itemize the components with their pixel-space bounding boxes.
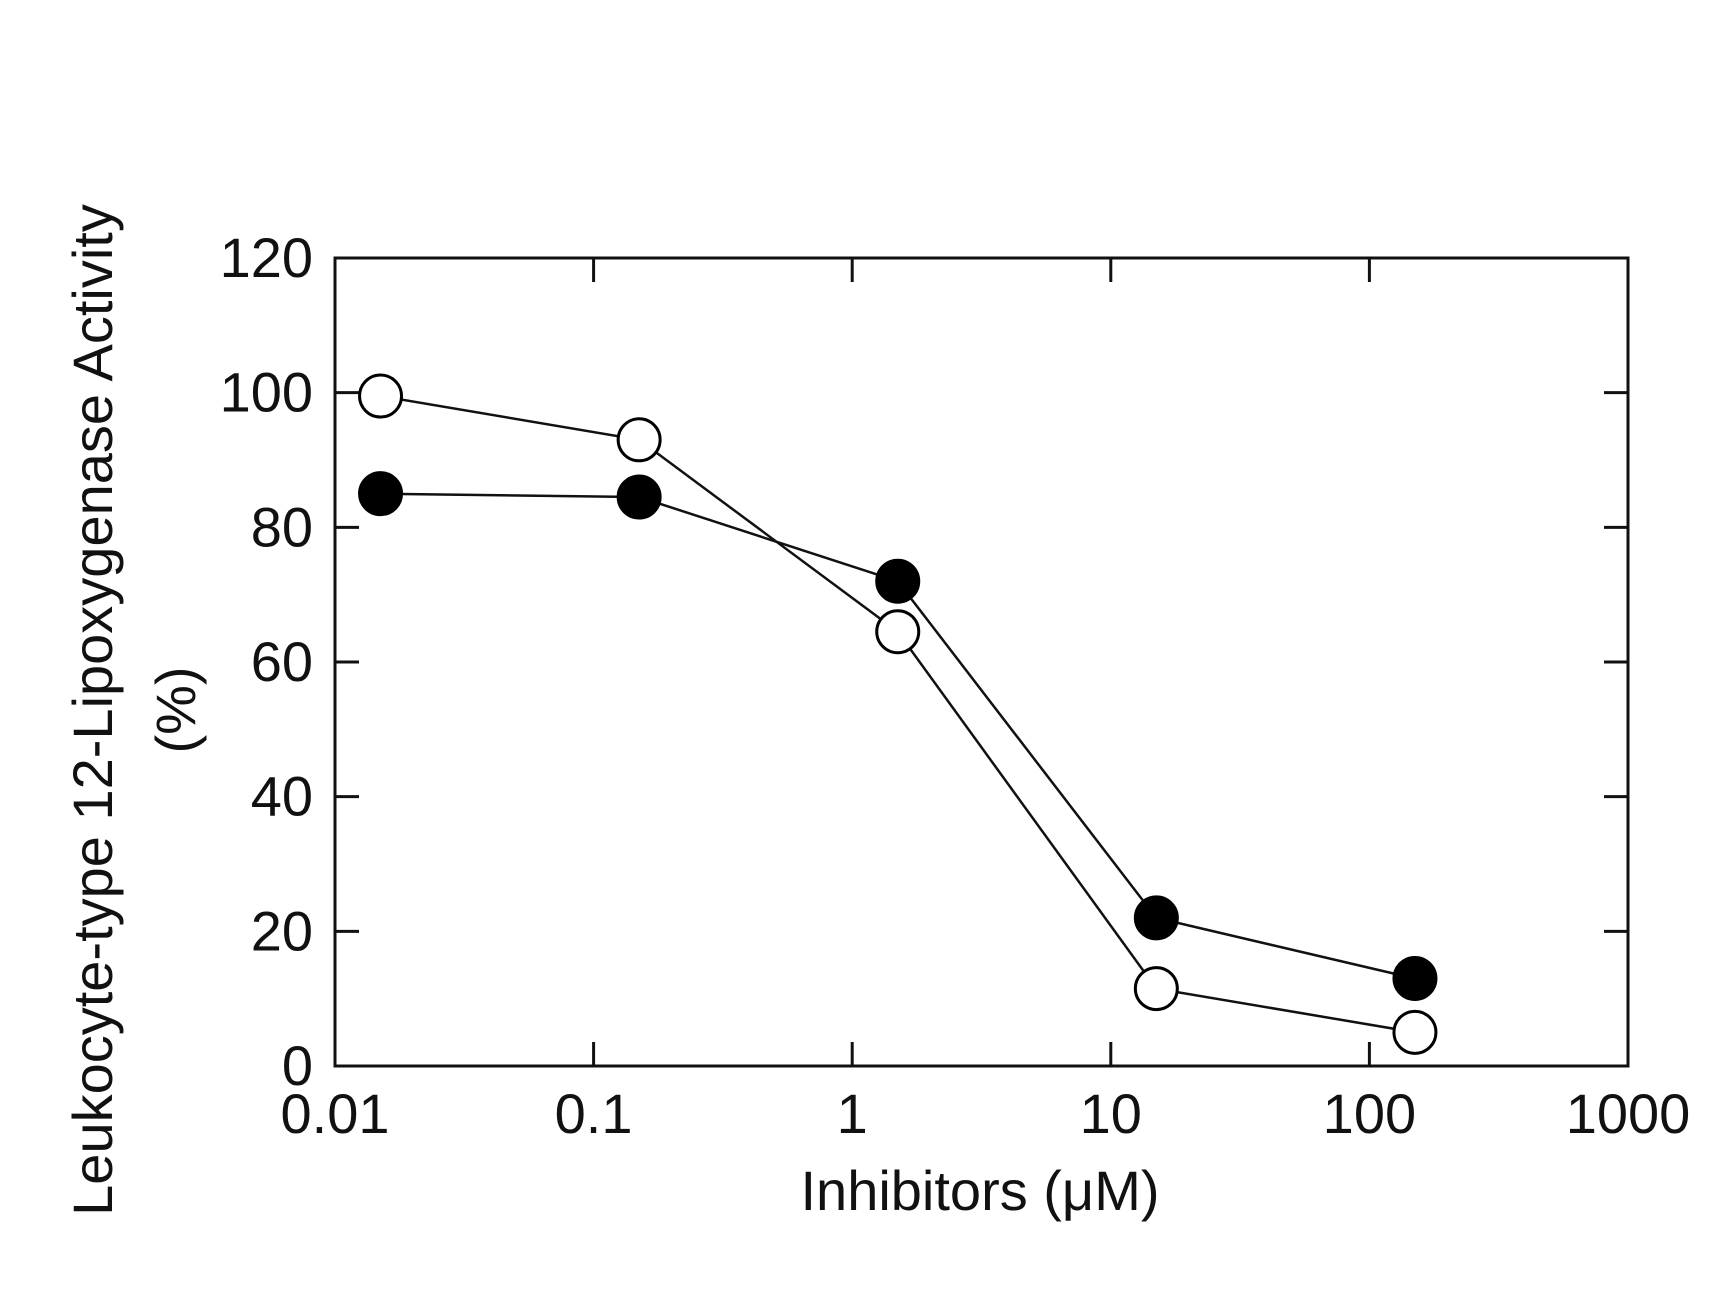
y-tick-label: 0 — [282, 1034, 313, 1097]
x-tick-label: 10 — [1080, 1082, 1142, 1145]
data-point-filled — [1133, 895, 1179, 941]
y-tick-label: 60 — [251, 630, 313, 693]
series-line — [380, 394, 1416, 1034]
x-tick-label: 1000 — [1566, 1082, 1691, 1145]
plot-frame-group — [333, 256, 1630, 1068]
series-2 — [358, 373, 1438, 1055]
y-axis-title-line1: Leukocyte-type 12-Lipoxygenase Activity — [61, 204, 124, 1216]
y-axis-ticks: 0 20 40 60 80 100 120 — [220, 226, 1628, 1097]
y-tick-label: 40 — [251, 765, 313, 828]
y-tick-label: 120 — [220, 226, 313, 289]
series-1 — [358, 471, 1438, 1001]
x-tick-label: 0.1 — [555, 1082, 633, 1145]
x-axis-ticks: 0.01 0.1 1 10 100 1000 — [281, 258, 1691, 1145]
data-point-filled — [1392, 955, 1438, 1001]
data-point-open — [616, 417, 662, 463]
x-axis-title: Inhibitors (μM) — [801, 1159, 1160, 1222]
y-tick-label: 20 — [251, 899, 313, 962]
series-group — [358, 373, 1438, 1055]
x-tick-label: 0.01 — [281, 1082, 390, 1145]
data-point-open — [1133, 966, 1179, 1012]
y-axis-title-line2-group: (%) — [144, 666, 207, 753]
plot-frame — [333, 256, 1630, 1068]
data-point-filled — [875, 558, 921, 604]
data-point-filled — [616, 474, 662, 520]
x-tick-label: 1 — [837, 1082, 868, 1145]
data-point-open — [875, 609, 921, 655]
data-point-filled — [358, 471, 404, 517]
data-point-open — [1392, 1009, 1438, 1055]
y-axis-title-line2: (%) — [144, 666, 207, 753]
y-tick-label: 100 — [220, 361, 313, 424]
y-axis-title-group: Leukocyte-type 12-Lipoxygenase Activity — [61, 204, 124, 1216]
data-point-open — [358, 373, 404, 419]
x-tick-label: 100 — [1323, 1082, 1416, 1145]
y-tick-label: 80 — [251, 495, 313, 558]
